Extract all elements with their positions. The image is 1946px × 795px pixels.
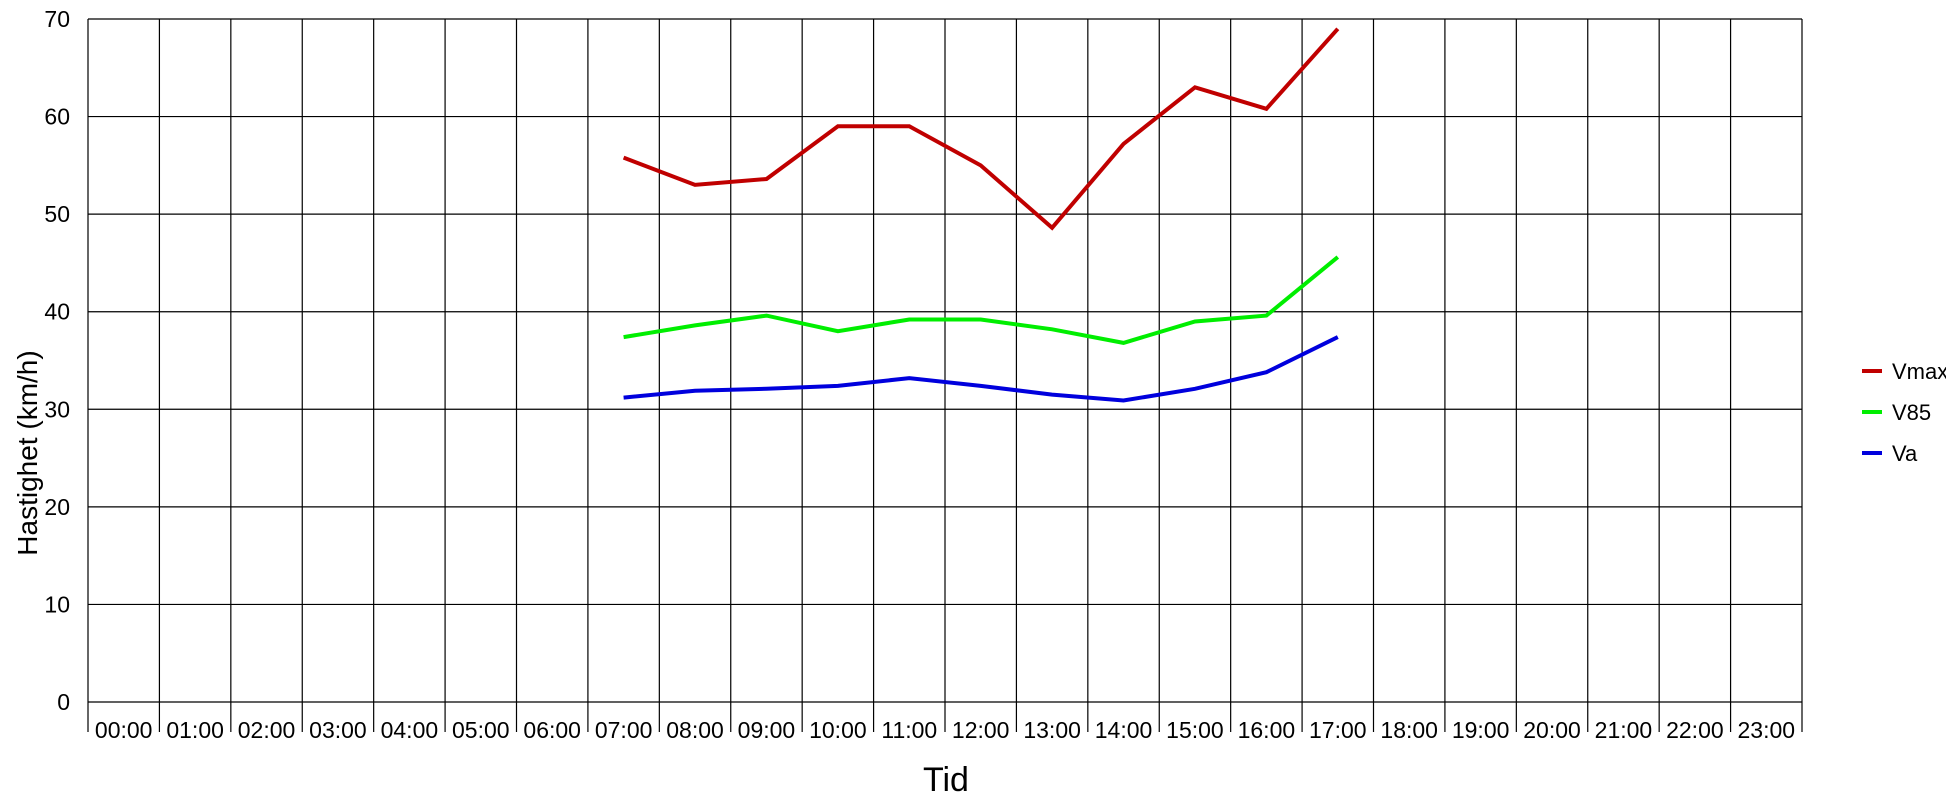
legend-label-va: Va — [1892, 441, 1918, 466]
chart-legend: Vmax V85 Va — [1862, 359, 1946, 466]
chart-series — [622, 27, 1340, 403]
x-tick-label: 21:00 — [1595, 717, 1653, 743]
y-axis-ticks: 0 10 20 30 40 50 60 70 — [44, 6, 70, 715]
y-tick-label: 30 — [44, 396, 70, 422]
x-tick-label: 12:00 — [952, 717, 1010, 743]
x-tick-label: 05:00 — [452, 717, 510, 743]
x-tick-label: 16:00 — [1238, 717, 1296, 743]
legend-label-v85: V85 — [1892, 400, 1931, 425]
x-tick-label: 11:00 — [881, 717, 937, 743]
x-axis-ticks: 00:00 01:00 02:00 03:00 04:00 05:00 06:00 07:00… — [95, 717, 1795, 743]
x-tick-label: 23:00 — [1738, 717, 1796, 743]
x-tick-label: 17:00 — [1309, 717, 1367, 743]
x-tick-label: 02:00 — [238, 717, 296, 743]
x-tick-label: 19:00 — [1452, 717, 1510, 743]
x-tick-label: 20:00 — [1523, 717, 1581, 743]
x-tick-label: 09:00 — [738, 717, 796, 743]
y-axis-title: Hastighet (km/h) — [12, 350, 43, 555]
x-tick-label: 06:00 — [523, 717, 581, 743]
x-tick-label: 10:00 — [809, 717, 867, 743]
series-line-v85 — [623, 255, 1340, 345]
series-line-vmax — [622, 27, 1340, 231]
x-tick-label: 01:00 — [166, 717, 224, 743]
x-tick-label: 22:00 — [1666, 717, 1724, 743]
chart-grid — [87, 18, 1803, 732]
x-tick-label: 00:00 — [95, 717, 153, 743]
y-tick-label: 0 — [57, 689, 70, 715]
x-tick-label: 03:00 — [309, 717, 367, 743]
x-tick-label: 15:00 — [1166, 717, 1224, 743]
x-tick-label: 18:00 — [1380, 717, 1438, 743]
x-axis-title: Tid — [923, 761, 969, 795]
x-tick-label: 07:00 — [595, 717, 653, 743]
x-tick-label: 14:00 — [1095, 717, 1153, 743]
x-tick-label: 04:00 — [381, 717, 439, 743]
y-tick-label: 50 — [44, 201, 70, 227]
y-tick-label: 60 — [44, 104, 70, 130]
series-line-va — [623, 335, 1339, 403]
y-tick-label: 20 — [44, 494, 70, 520]
y-tick-label: 10 — [44, 591, 70, 617]
y-tick-label: 40 — [44, 299, 70, 325]
x-tick-label: 08:00 — [666, 717, 724, 743]
legend-label-vmax: Vmax — [1892, 359, 1946, 384]
x-tick-label: 13:00 — [1023, 717, 1081, 743]
y-tick-label: 70 — [44, 6, 70, 32]
